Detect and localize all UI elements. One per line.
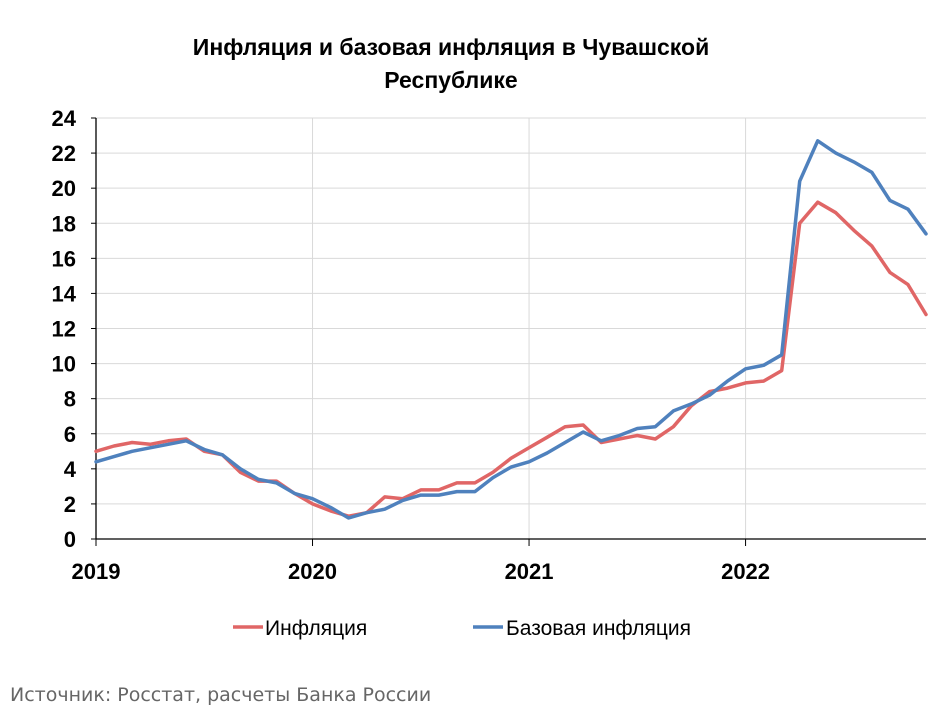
y-tick-label: 18	[52, 211, 76, 236]
y-tick-label: 14	[52, 281, 77, 306]
legend: Инфляция Базовая инфляция	[233, 617, 691, 640]
x-tick-label: 2021	[505, 559, 554, 584]
y-tick-label: 8	[64, 387, 76, 412]
gridlines	[96, 117, 926, 539]
chart-title-line2: Республике	[384, 67, 517, 93]
y-tick-label: 4	[64, 457, 77, 482]
x-tick-label: 2022	[721, 559, 770, 584]
chart-title-line1: Инфляция и базовая инфляция в Чувашской	[193, 34, 709, 60]
legend-label-inflation: Инфляция	[265, 617, 367, 640]
series-lines	[94, 139, 928, 520]
chart-title: Инфляция и базовая инфляция в Чувашской …	[193, 34, 709, 93]
x-tick-label: 2019	[72, 559, 121, 584]
series-line-inflation	[94, 200, 928, 518]
series-line-core-inflation	[94, 139, 928, 520]
y-tick-label: 12	[52, 317, 76, 342]
source-note: Источник: Росстат, расчеты Банка России	[10, 684, 432, 706]
y-tick-label: 2	[64, 492, 76, 517]
y-tick-label: 22	[52, 141, 76, 166]
y-tick-label: 24	[52, 106, 77, 131]
y-tick-label: 16	[52, 246, 76, 271]
y-tick-label: 10	[52, 352, 76, 377]
legend-label-core-inflation: Базовая инфляция	[506, 617, 691, 640]
x-tick-label: 2020	[288, 559, 337, 584]
y-tick-label: 6	[64, 422, 76, 447]
y-tick-label: 0	[64, 527, 76, 552]
y-tick-label: 20	[52, 176, 76, 201]
